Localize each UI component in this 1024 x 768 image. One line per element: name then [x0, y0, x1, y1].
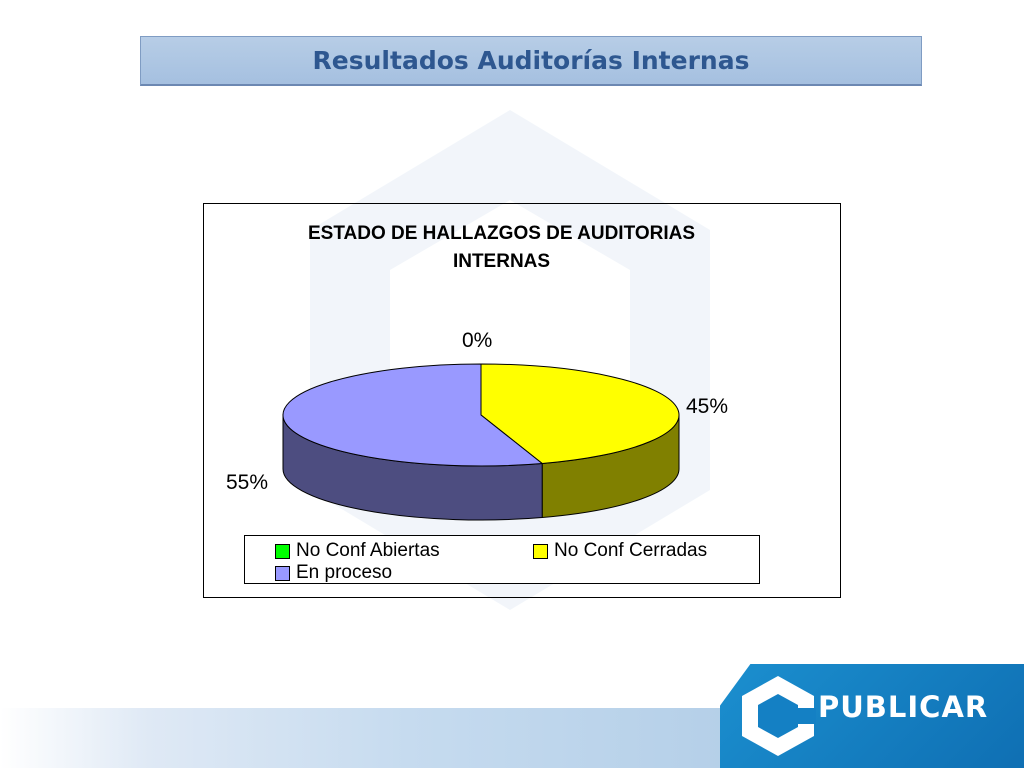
- legend-swatch-blue: [275, 565, 290, 581]
- legend-label: No Conf Abiertas: [296, 540, 440, 561]
- legend-label: No Conf Cerradas: [554, 540, 708, 561]
- pie-slice-en-proceso: [282, 363, 544, 467]
- pie-slice-no-conf-cerradas: [480, 363, 680, 465]
- legend-item-en-proceso: En proceso: [275, 563, 392, 583]
- slice-label-no-conf-cerradas: 45%: [686, 395, 729, 418]
- legend-swatch-green: [275, 543, 290, 559]
- legend-label: En proceso: [296, 562, 393, 583]
- chart-title-line-2: INTERNAS: [452, 251, 551, 272]
- chart-title-line-1: ESTADO DE HALLAZGOS DE AUDITORIAS: [307, 223, 696, 244]
- footer-gradient-bar: [0, 708, 740, 768]
- publicar-logo-text: PUBLICAR: [818, 690, 989, 724]
- legend-swatch-yellow: [533, 543, 548, 559]
- chart-legend: No Conf Abiertas No Conf Cerradas En pro…: [244, 535, 760, 584]
- chart-title: ESTADO DE HALLAZGOS DE AUDITORIAS INTERN…: [204, 220, 799, 276]
- slice-label-en-proceso: 55%: [226, 471, 269, 494]
- legend-item-no-conf-cerradas: No Conf Cerradas: [533, 541, 707, 561]
- slide-title-bar: Resultados Auditorías Internas: [140, 36, 922, 86]
- slide-title: Resultados Auditorías Internas: [312, 46, 750, 75]
- publicar-logo-icon: [742, 676, 816, 756]
- legend-item-no-conf-abiertas: No Conf Abiertas: [275, 541, 440, 561]
- pie-chart: [282, 363, 680, 521]
- pie-chart-frame: ESTADO DE HALLAZGOS DE AUDITORIAS INTERN…: [203, 203, 841, 598]
- slice-label-no-conf-abiertas: 0%: [462, 329, 493, 352]
